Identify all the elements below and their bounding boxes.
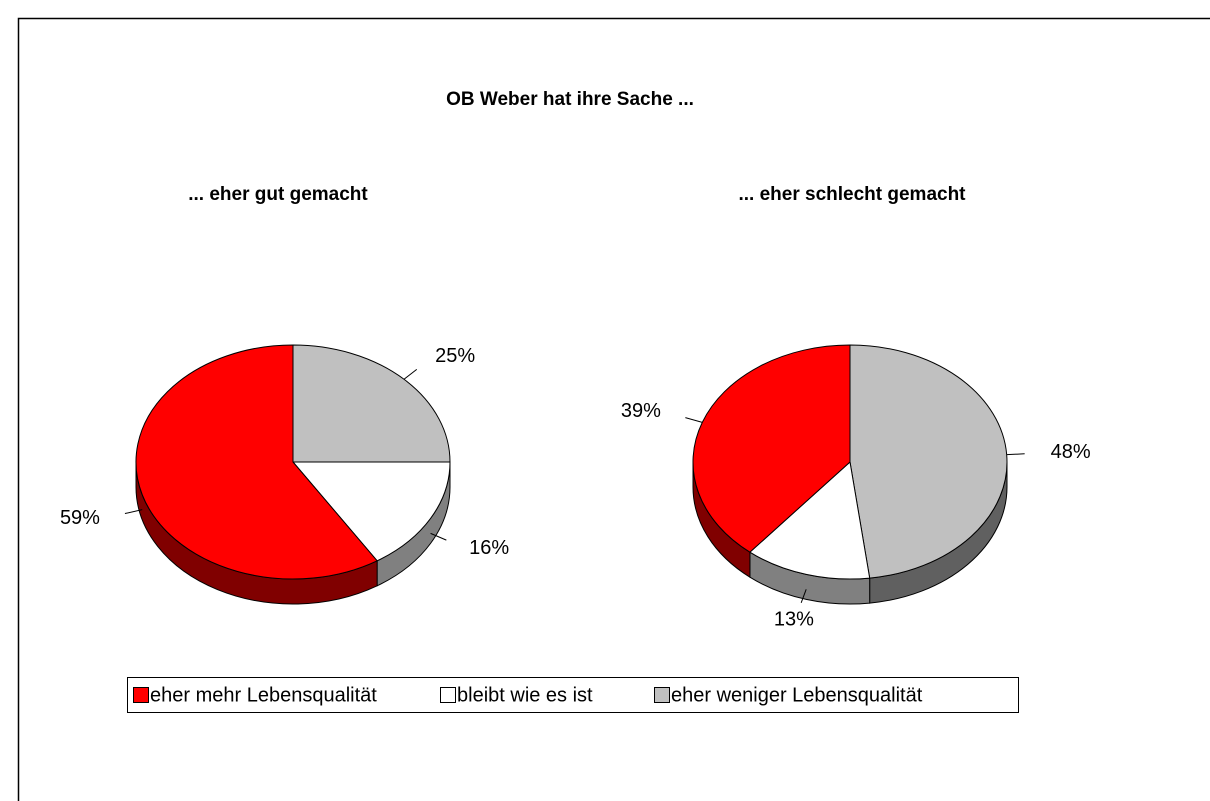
legend-label: eher weniger Lebensqualität: [671, 684, 923, 706]
leader-line: [403, 368, 418, 380]
pie-title: ... eher schlecht gemacht: [738, 184, 966, 205]
legend-swatch: [654, 687, 670, 703]
data-label: 13%: [774, 608, 814, 630]
pie-slice: [135, 344, 378, 580]
chart-title: OB Weber hat ihre Sache ...: [446, 89, 694, 110]
data-label: 39%: [621, 400, 661, 422]
pie-slice: [749, 461, 871, 580]
pie-slice: [291, 461, 451, 562]
leader-line: [430, 532, 447, 541]
data-label: 16%: [469, 537, 509, 559]
leader-line: [1006, 453, 1025, 456]
legend-label: bleibt wie es ist: [457, 684, 593, 706]
legend-box: [127, 677, 1019, 713]
legend-swatch: [440, 687, 456, 703]
data-label: 59%: [60, 507, 100, 529]
pie-slice: [692, 344, 851, 553]
leader-line: [800, 589, 807, 603]
leader-line: [124, 509, 143, 515]
legend-swatch: [133, 687, 149, 703]
legend-label: eher mehr Lebensqualität: [150, 684, 377, 706]
pie-title: ... eher gut gemacht: [188, 184, 368, 205]
leader-line: [685, 417, 703, 423]
data-label: 25%: [435, 345, 475, 367]
pie-slice: [849, 344, 1008, 579]
data-label: 48%: [1051, 441, 1091, 463]
